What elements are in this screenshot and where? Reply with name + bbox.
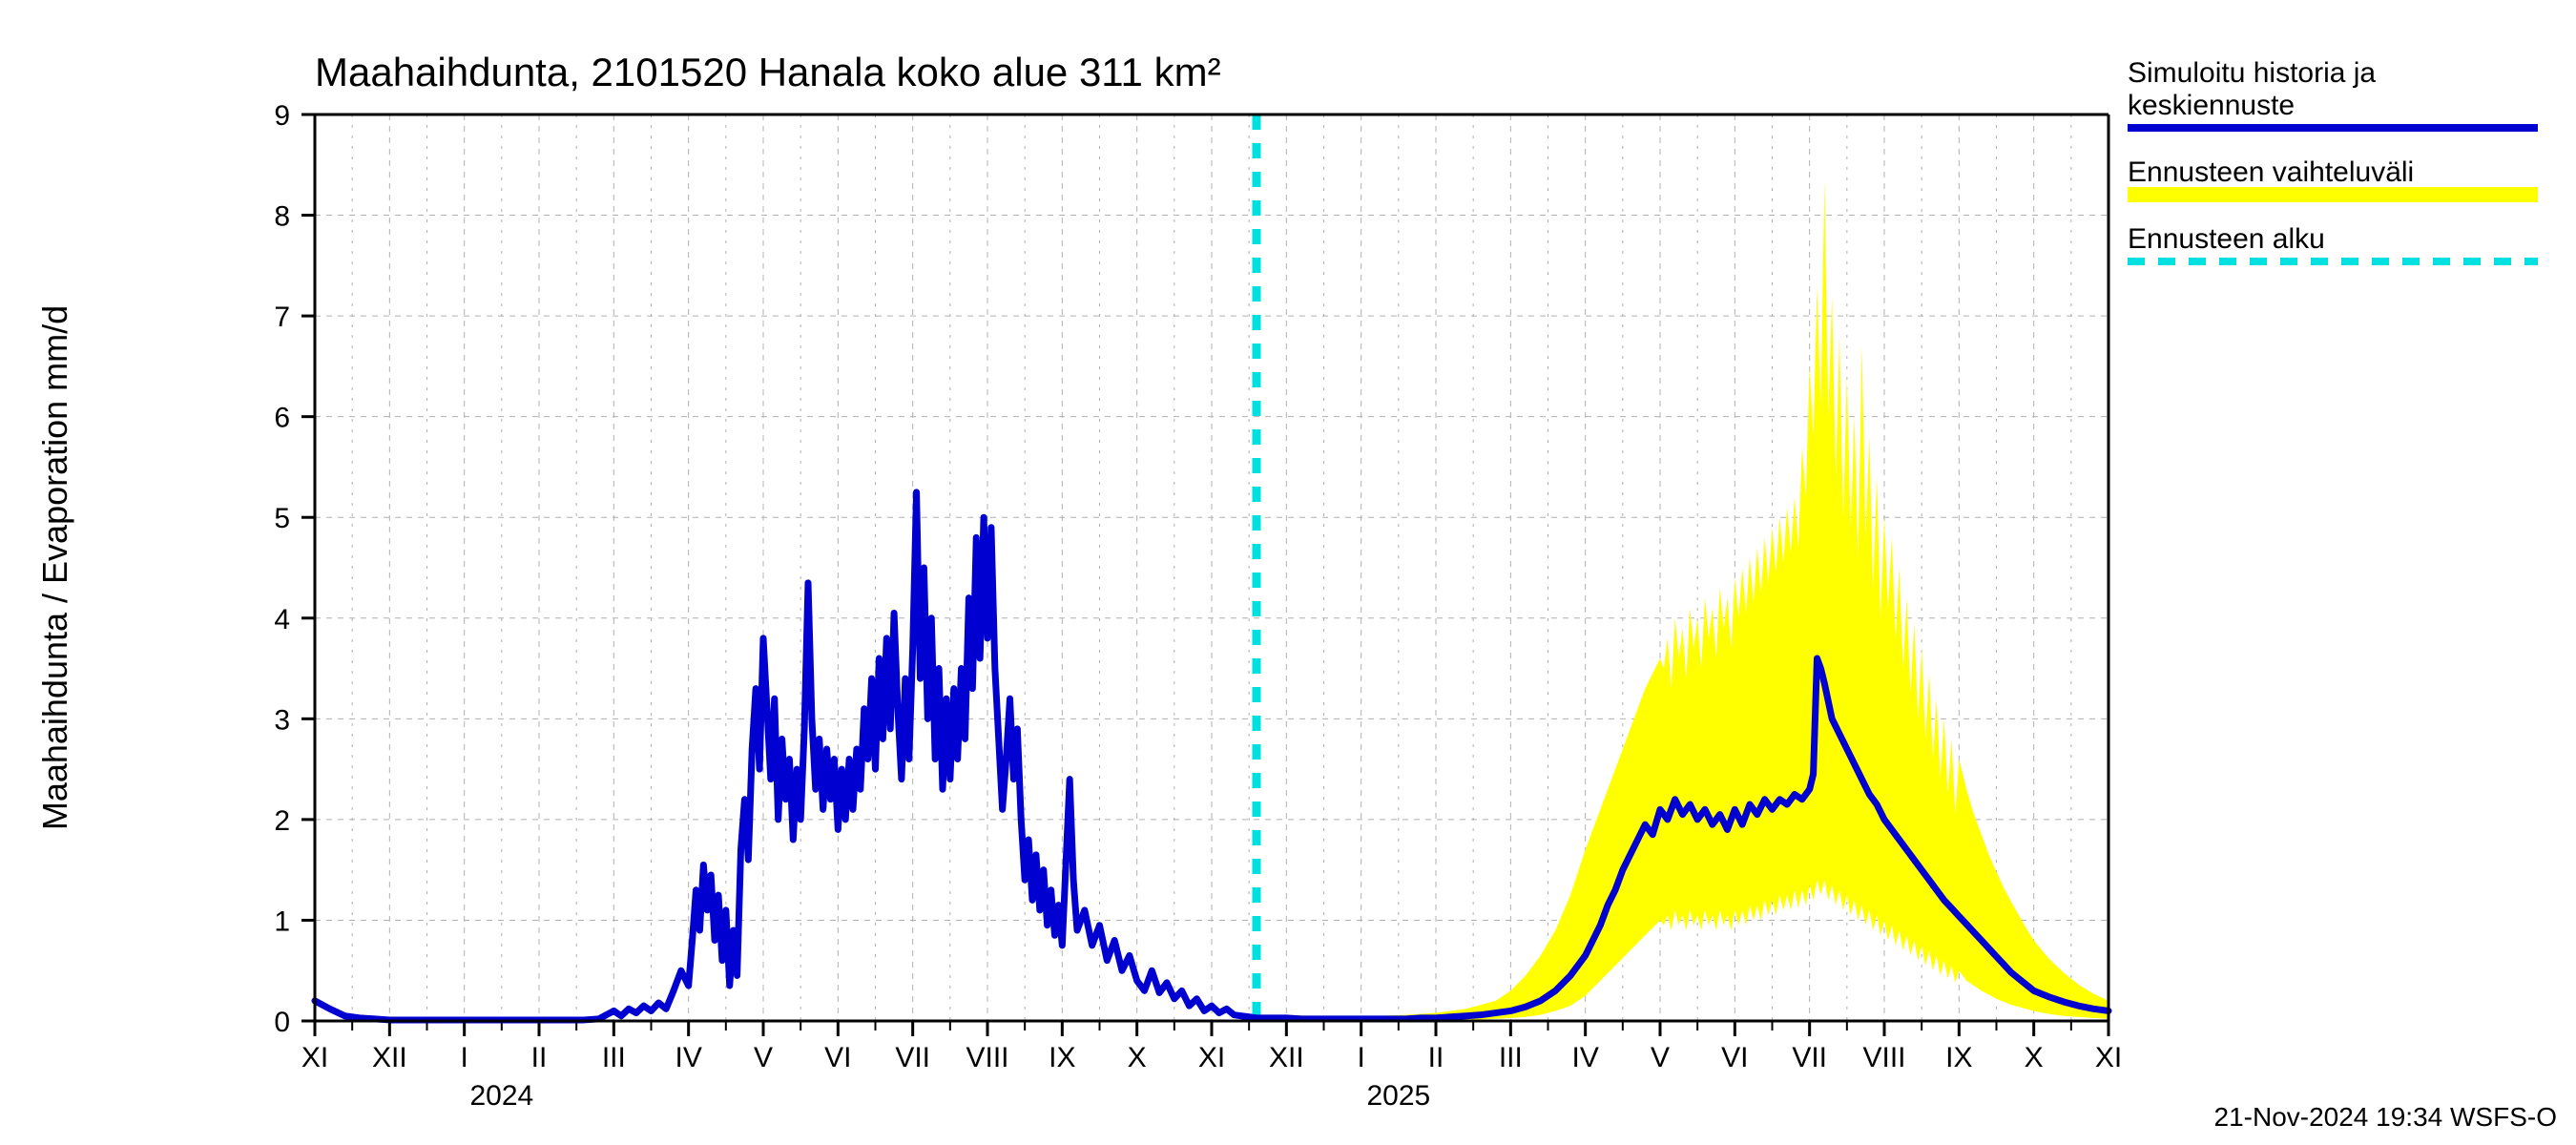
y-tick-label: 9 (274, 100, 290, 132)
x-tick-label: X (2025, 1042, 2044, 1073)
x-tick-label: I (460, 1042, 467, 1073)
x-tick-label: IV (675, 1042, 701, 1073)
chart-footer: 21-Nov-2024 19:34 WSFS-O (2214, 1102, 2558, 1132)
x-tick-label: III (1499, 1042, 1523, 1073)
x-tick-label: I (1357, 1042, 1364, 1073)
y-tick-label: 6 (274, 403, 290, 434)
y-tick-label: 4 (274, 604, 290, 635)
legend-label: Simuloitu historia ja (2128, 57, 2376, 89)
y-tick-label: 1 (274, 906, 290, 937)
chart-container: 0123456789XIXIIIIIIIIIVVVIVIIVIIIIXXXIXI… (0, 0, 2576, 1145)
x-tick-label: V (754, 1042, 773, 1073)
x-tick-label: XI (2095, 1042, 2122, 1073)
x-tick-label: VI (1721, 1042, 1748, 1073)
y-tick-label: 3 (274, 704, 290, 736)
chart-svg: 0123456789XIXIIIIIIIIIVVVIVIIVIIIIXXXIXI… (0, 0, 2576, 1145)
legend-label: Ennusteen vaihteluväli (2128, 156, 2414, 188)
x-tick-label: XI (1198, 1042, 1225, 1073)
y-tick-label: 8 (274, 201, 290, 233)
x-tick-label: VIII (1862, 1042, 1905, 1073)
chart-title: Maahaihdunta, 2101520 Hanala koko alue 3… (315, 50, 1221, 94)
x-tick-label: III (602, 1042, 626, 1073)
x-tick-label: XII (1269, 1042, 1304, 1073)
x-tick-label: IX (1049, 1042, 1075, 1073)
y-axis-label: Maahaihdunta / Evaporation mm/d (35, 305, 74, 830)
x-tick-label: II (531, 1042, 548, 1073)
x-tick-label: XI (301, 1042, 328, 1073)
legend-label: Ennusteen alku (2128, 223, 2325, 255)
x-tick-label: VII (1792, 1042, 1827, 1073)
x-tick-label: VI (824, 1042, 851, 1073)
legend-swatch (2128, 187, 2538, 202)
x-tick-label: IV (1571, 1042, 1598, 1073)
y-tick-label: 0 (274, 1007, 290, 1038)
x-tick-label: VII (895, 1042, 930, 1073)
x-tick-label: V (1651, 1042, 1670, 1073)
y-tick-label: 5 (274, 503, 290, 534)
x-tick-label: IX (1945, 1042, 1972, 1073)
x-year-label: 2025 (1366, 1080, 1430, 1112)
x-tick-label: XII (372, 1042, 407, 1073)
legend-label: keskiennuste (2128, 90, 2295, 121)
y-tick-label: 7 (274, 302, 290, 333)
x-tick-label: X (1128, 1042, 1147, 1073)
x-tick-label: II (1428, 1042, 1444, 1073)
x-year-label: 2024 (469, 1080, 533, 1112)
x-tick-label: VIII (966, 1042, 1008, 1073)
y-tick-label: 2 (274, 805, 290, 837)
